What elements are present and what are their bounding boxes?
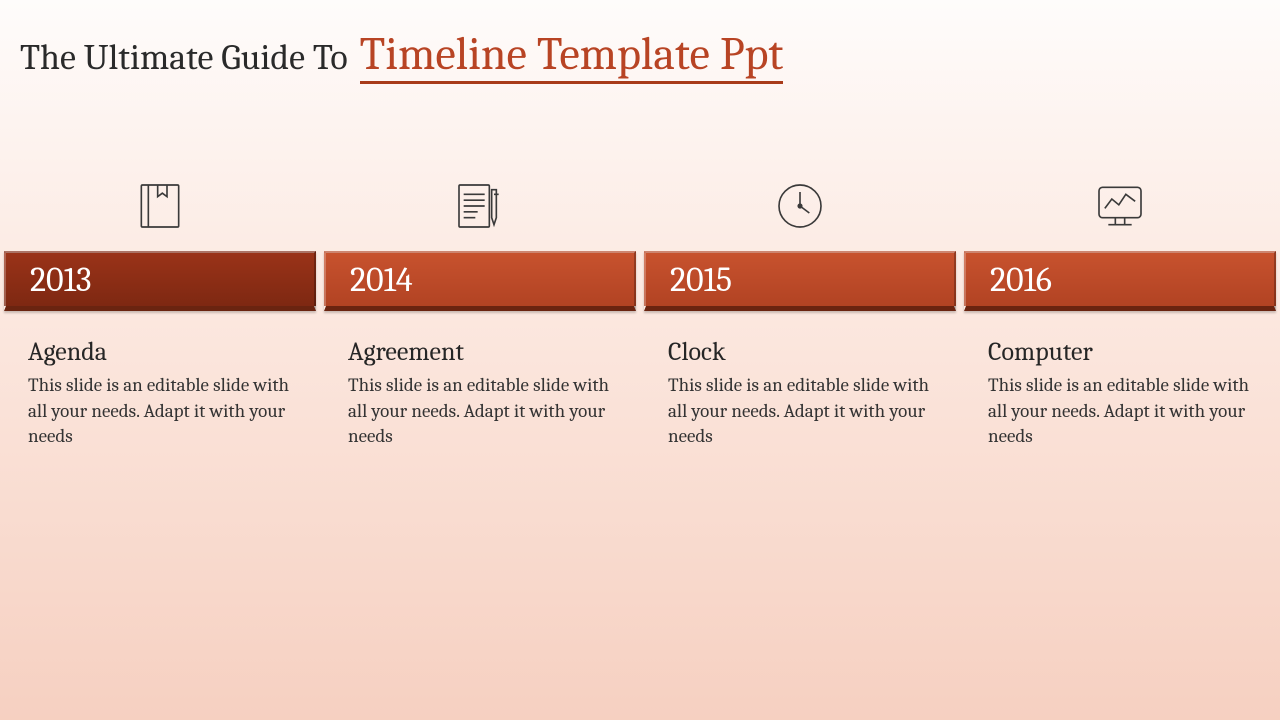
desc-heading: Clock	[668, 337, 932, 367]
desc-block-2016: Computer This slide is an editable slide…	[964, 337, 1276, 450]
desc-text: This slide is an editable slide with all…	[988, 373, 1252, 450]
timeline-item-2014: 2014 Agreement This slide is an editable…	[320, 161, 640, 450]
year-bar-2013: 2013	[4, 251, 316, 311]
year-bar-2015: 2015	[644, 251, 956, 311]
clock-icon	[644, 161, 956, 251]
desc-text: This slide is an editable slide with all…	[28, 373, 292, 450]
desc-text: This slide is an editable slide with all…	[668, 373, 932, 450]
desc-block-2015: Clock This slide is an editable slide wi…	[644, 337, 956, 450]
desc-block-2014: Agreement This slide is an editable slid…	[324, 337, 636, 450]
desc-heading: Agreement	[348, 337, 612, 367]
book-icon	[4, 161, 316, 251]
timeline-row: 2013 Agenda This slide is an editable sl…	[0, 161, 1280, 450]
slide-title: The Ultimate Guide To Timeline Template …	[0, 0, 1280, 81]
timeline-item-2016: 2016 Computer This slide is an editable …	[960, 161, 1280, 450]
desc-text: This slide is an editable slide with all…	[348, 373, 612, 450]
year-bar-2014: 2014	[324, 251, 636, 311]
timeline-item-2015: 2015 Clock This slide is an editable sli…	[640, 161, 960, 450]
title-main: Timeline Template Ppt	[360, 28, 784, 84]
desc-heading: Agenda	[28, 337, 292, 367]
year-bar-2016: 2016	[964, 251, 1276, 311]
timeline-item-2013: 2013 Agenda This slide is an editable sl…	[0, 161, 320, 450]
monitor-chart-icon	[964, 161, 1276, 251]
desc-heading: Computer	[988, 337, 1252, 367]
document-pen-icon	[324, 161, 636, 251]
desc-block-2013: Agenda This slide is an editable slide w…	[4, 337, 316, 450]
title-prefix: The Ultimate Guide To	[20, 37, 356, 78]
